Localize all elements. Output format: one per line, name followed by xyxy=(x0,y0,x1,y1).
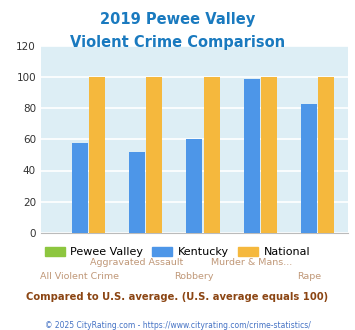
Text: 2019 Pewee Valley: 2019 Pewee Valley xyxy=(100,12,255,26)
Bar xyxy=(129,152,145,233)
Bar xyxy=(186,139,202,233)
Text: Murder & Mans...: Murder & Mans... xyxy=(211,258,292,267)
Bar xyxy=(244,79,260,233)
Text: Aggravated Assault: Aggravated Assault xyxy=(91,258,184,267)
Bar xyxy=(203,77,220,233)
Bar xyxy=(146,77,162,233)
Legend: Pewee Valley, Kentucky, National: Pewee Valley, Kentucky, National xyxy=(40,242,315,262)
Text: All Violent Crime: All Violent Crime xyxy=(40,272,119,280)
Text: © 2025 CityRating.com - https://www.cityrating.com/crime-statistics/: © 2025 CityRating.com - https://www.city… xyxy=(45,321,310,330)
Bar xyxy=(318,77,334,233)
Bar xyxy=(301,104,317,233)
Text: Rape: Rape xyxy=(297,272,321,280)
Bar xyxy=(89,77,105,233)
Text: Violent Crime Comparison: Violent Crime Comparison xyxy=(70,35,285,50)
Bar xyxy=(261,77,277,233)
Bar xyxy=(72,143,88,233)
Text: Compared to U.S. average. (U.S. average equals 100): Compared to U.S. average. (U.S. average … xyxy=(26,292,329,302)
Text: Robbery: Robbery xyxy=(175,272,214,280)
